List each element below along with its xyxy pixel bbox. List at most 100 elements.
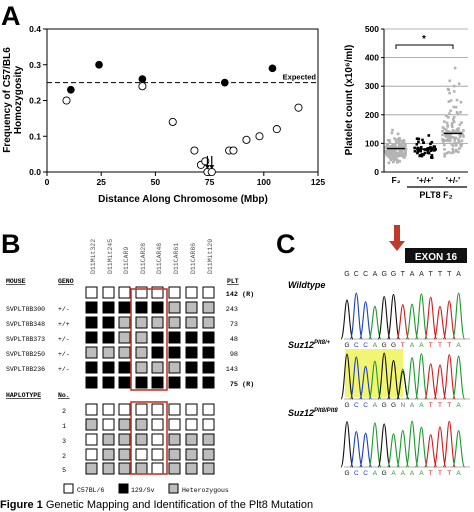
platelet-y-axis: 0 100 200 300 400 500 xyxy=(365,24,384,177)
called-base: A xyxy=(410,470,415,477)
platelet-dot xyxy=(459,110,462,114)
marker-header: D11Mit322 xyxy=(90,239,97,274)
trace-peak xyxy=(452,355,466,400)
platelet-dot xyxy=(446,87,450,91)
filled-point xyxy=(95,60,103,69)
haplotype-cell xyxy=(135,403,148,416)
trace-peak xyxy=(368,305,382,340)
platelet-dot xyxy=(404,144,407,147)
platelet-group-label: F₂ xyxy=(392,175,401,185)
platelet-dot xyxy=(447,151,450,154)
platelet-dot xyxy=(445,121,449,125)
platelet-ylabel: Platelet count (x10⁶/ml) xyxy=(344,45,355,156)
platelet-dot xyxy=(432,145,436,148)
open-point xyxy=(168,117,177,126)
platelet-dot xyxy=(386,148,390,151)
trace-peak xyxy=(368,422,382,468)
platelet-dot xyxy=(441,130,444,133)
called-base: A xyxy=(456,402,461,409)
scatter-ylabel-line2: Homozygosity xyxy=(13,65,24,134)
sequence-base: A xyxy=(419,271,424,278)
platelet-value: 73 xyxy=(230,321,238,329)
genotype-cell xyxy=(185,286,198,299)
marker-header: D11CAR28 xyxy=(140,243,147,274)
platelet-value: 48 xyxy=(230,336,238,344)
platelet-dot xyxy=(400,152,404,156)
platelet-dot xyxy=(403,145,407,149)
sequence-base: G xyxy=(344,271,349,278)
platelet-dot xyxy=(417,140,420,144)
platelet-dot xyxy=(457,140,460,143)
trace-peak xyxy=(424,434,438,468)
platelet-dot xyxy=(397,145,401,149)
platelet-value: 142 xyxy=(226,291,238,299)
track-label: Suz12Plt8/Plt8 xyxy=(288,408,338,418)
genotype-cell xyxy=(151,286,164,299)
platelet-dot xyxy=(441,133,444,137)
platelet-dot xyxy=(387,161,391,165)
platelet-dot xyxy=(453,138,457,142)
haplotype-cell xyxy=(202,403,215,416)
genotype-cell xyxy=(202,316,215,329)
scatter-x-tick-label: 25 xyxy=(96,177,106,187)
haplotype-cell xyxy=(85,418,98,431)
mouse-name: SVPLT8B373 xyxy=(6,336,45,343)
platelet-dot xyxy=(444,128,448,131)
genotype-cell xyxy=(135,286,148,299)
haplotype-cell xyxy=(151,403,164,416)
platelet-dot xyxy=(393,137,396,140)
genotype-cell xyxy=(85,346,98,359)
platelet-dot xyxy=(430,154,434,157)
trace-peak xyxy=(405,357,419,400)
platelet-dot xyxy=(453,66,457,70)
track-label: Wildtype xyxy=(288,280,325,290)
platelet-dot xyxy=(394,143,397,147)
called-base: A xyxy=(419,470,424,477)
marker-headers: D11Mit322 D11Mit245 D11CAR9 D11CAR28 D11CAR4… xyxy=(90,239,214,274)
platelet-dot xyxy=(400,139,404,143)
platelet-dot xyxy=(455,128,459,132)
called-base: G xyxy=(391,402,396,409)
trace-peak xyxy=(386,359,401,400)
platelet-dot xyxy=(454,136,457,140)
mouse-name: SVPLT8B250 xyxy=(6,351,45,358)
platelet-dot xyxy=(416,151,419,155)
marker-header: D11CAR9 xyxy=(123,247,130,274)
platelet-dot xyxy=(450,151,453,155)
scatter-x-axis: 0 25 50 75 100 125 xyxy=(45,172,325,187)
platelet-value: 243 xyxy=(226,306,238,314)
trace-peak xyxy=(424,296,438,340)
open-point xyxy=(62,96,71,105)
haplotype-cell xyxy=(185,433,198,446)
trace-peak xyxy=(414,426,428,468)
platelet-dot xyxy=(450,125,454,129)
platelet-dot xyxy=(402,152,406,155)
platelet-dot xyxy=(449,139,452,143)
platelet-dot xyxy=(388,139,391,142)
platelet-dot xyxy=(429,149,433,152)
trace-peak xyxy=(433,305,447,340)
platelet-dot xyxy=(403,156,406,159)
haplotype-cell xyxy=(185,418,198,431)
called-base: A xyxy=(419,342,424,349)
trace-peak xyxy=(452,430,466,468)
mouse-rows: 142 (R) SVPLT8B300 +/- 243 SVPLT8B348 +/+ 73 SVP… xyxy=(6,286,254,389)
platelet-dot xyxy=(391,154,395,158)
platelet-dot xyxy=(454,141,458,145)
genotype-cell xyxy=(185,316,198,329)
reference-marker: (R) xyxy=(242,291,254,299)
platelet-dot xyxy=(390,131,394,135)
platelet-dot xyxy=(387,155,391,159)
platelet-dot xyxy=(404,147,408,151)
platelet-dot xyxy=(391,144,395,148)
platelet-dot xyxy=(423,151,427,155)
platelet-dot xyxy=(442,138,446,142)
genotype-cell xyxy=(168,286,181,299)
genotype-cell xyxy=(102,331,115,344)
mouse-genotype: +/+ xyxy=(58,321,70,328)
trace-peak xyxy=(405,303,419,340)
platelet-dot xyxy=(391,157,394,160)
trace-peak xyxy=(377,295,391,340)
